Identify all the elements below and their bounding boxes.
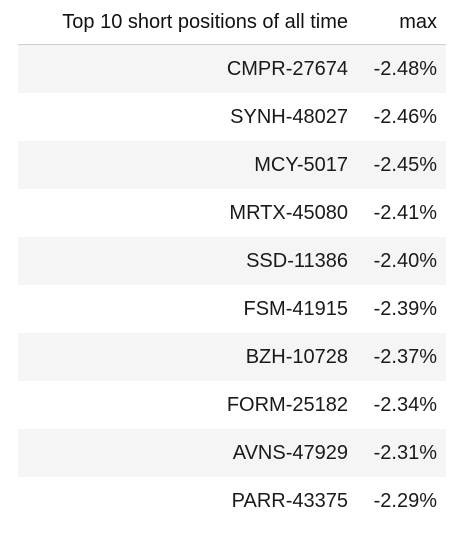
- position-name-cell: MCY-5017: [254, 153, 348, 176]
- header-row: Top 10 short positions of all time max: [18, 0, 446, 45]
- short-positions-table: Top 10 short positions of all time max C…: [18, 0, 446, 525]
- table-row: FORM-25182 -2.34%: [18, 381, 446, 429]
- max-value-cell: -2.29%: [373, 489, 437, 512]
- table-header: Top 10 short positions of all time max: [18, 0, 446, 45]
- max-value-cell: -2.40%: [373, 249, 437, 272]
- position-name-cell: AVNS-47929: [232, 441, 348, 464]
- max-value-cell: -2.46%: [373, 105, 437, 128]
- column-header-positions: Top 10 short positions of all time: [18, 0, 358, 45]
- column-header-max: max: [358, 0, 446, 45]
- table-row: PARR-43375 -2.29%: [18, 477, 446, 525]
- position-name-cell: FORM-25182: [226, 393, 348, 416]
- table-row: BZH-10728 -2.37%: [18, 333, 446, 381]
- max-value-cell: -2.39%: [373, 297, 437, 320]
- table-row: AVNS-47929 -2.31%: [18, 429, 446, 477]
- table-row: CMPR-27674 -2.48%: [18, 44, 446, 93]
- max-value-cell: -2.48%: [373, 57, 437, 80]
- table-row: MCY-5017 -2.45%: [18, 141, 446, 189]
- position-name-cell: SYNH-48027: [230, 105, 348, 128]
- max-value-cell: -2.37%: [373, 345, 437, 368]
- table-row: SYNH-48027 -2.46%: [18, 93, 446, 141]
- position-name-cell: BZH-10728: [245, 345, 348, 368]
- table-body: CMPR-27674 -2.48% SYNH-48027 -2.46% MCY-…: [18, 44, 446, 525]
- position-name-cell: MRTX-45080: [229, 201, 348, 224]
- position-name-cell: PARR-43375: [231, 489, 348, 512]
- max-value-cell: -2.34%: [373, 393, 437, 416]
- position-name-cell: FSM-41915: [243, 297, 349, 320]
- table-row: SSD-11386 -2.40%: [18, 237, 446, 285]
- table-row: MRTX-45080 -2.41%: [18, 189, 446, 237]
- max-value-cell: -2.41%: [373, 201, 437, 224]
- position-name-cell: CMPR-27674: [226, 57, 348, 80]
- max-value-cell: -2.45%: [373, 153, 437, 176]
- max-value-cell: -2.31%: [373, 441, 437, 464]
- table-row: FSM-41915 -2.39%: [18, 285, 446, 333]
- position-name-cell: SSD-11386: [246, 249, 348, 272]
